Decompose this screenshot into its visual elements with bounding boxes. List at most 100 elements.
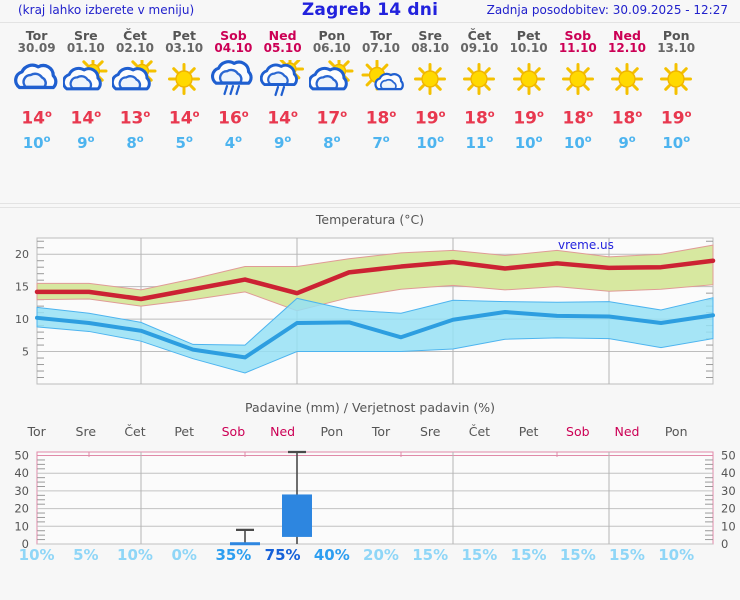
day-date: 02.10: [116, 41, 154, 55]
precipitation-plot: 0 0 10 10 20 20 30 30 40 40 50 50: [14, 449, 736, 551]
temp-min: 10o: [514, 133, 543, 152]
precipitation-chart-title: Padavine (mm) / Verjetnost padavin (%): [245, 400, 495, 415]
temp-max: 16o: [218, 108, 249, 129]
svg-text:40: 40: [14, 466, 29, 480]
section-divider-bottom: [0, 207, 740, 208]
temp-min: 4o: [224, 133, 243, 152]
temp-max: 18o: [611, 108, 643, 129]
day-of-week: Čet: [123, 28, 147, 43]
temp-max: 14o: [168, 108, 200, 129]
temp-max: 18o: [464, 108, 495, 129]
temp-max: 18o: [365, 108, 397, 129]
day-date: 06.10: [312, 41, 351, 55]
sun-icon: [453, 60, 505, 100]
svg-text:5: 5: [22, 346, 29, 359]
temp-min: 9o: [77, 133, 95, 152]
temp-max: 19o: [660, 108, 692, 129]
day-date: 04.10: [214, 41, 253, 55]
svg-text:20: 20: [14, 502, 29, 516]
temp-min: 11o: [465, 133, 494, 152]
day-of-week: Pon: [318, 28, 346, 43]
svg-text:20: 20: [721, 502, 736, 516]
sun-cloud-rain-icon: [257, 60, 309, 100]
forecast-day-column[interactable]: Sre 08.10 19o 10o: [404, 24, 456, 153]
temp-min: 10o: [563, 133, 592, 152]
precipitation-chart: Padavine (mm) / Verjetnost padavin (%) T…: [0, 400, 740, 600]
day-date: 05.10: [263, 41, 302, 55]
precipitation-day-label: Sob: [566, 424, 590, 439]
sun-icon: [404, 60, 456, 100]
forecast-day-column[interactable]: Sob 04.10 16o 4o: [207, 24, 259, 153]
temp-max: 14o: [267, 108, 298, 129]
sun-cloud-icon: [109, 60, 161, 100]
precipitation-probability: 0%: [171, 546, 197, 564]
precipitation-probability: 15%: [609, 546, 645, 564]
location-hint: (kraj lahko izberete v meniju): [18, 3, 195, 17]
svg-text:10: 10: [721, 519, 736, 533]
precipitation-probability: 75%: [264, 546, 301, 564]
precipitation-probability: 5%: [73, 546, 99, 564]
forecast-day-column[interactable]: Pon 13.10 19o 10o: [650, 24, 702, 153]
temp-max: 14o: [70, 108, 102, 129]
temp-max: 19o: [513, 108, 544, 129]
sun-icon: [503, 60, 555, 100]
precipitation-probability: 20%: [363, 546, 399, 564]
day-of-week: Sob: [564, 28, 592, 43]
precipitation-day-label: Sre: [75, 424, 97, 439]
cloudy-icon: [11, 60, 63, 100]
svg-text:40: 40: [721, 466, 736, 480]
forecast-day-column[interactable]: Ned 05.10 14o 9o: [257, 24, 309, 153]
temp-min: 7o: [372, 133, 390, 152]
sun-icon: [552, 60, 604, 100]
precipitation-day-label: Čet: [124, 424, 146, 439]
day-of-week: Sre: [418, 28, 443, 43]
forecast-day-column[interactable]: Tor 30.09 14o 10o: [11, 24, 63, 153]
forecast-day-column[interactable]: Pet 10.10 19o 10o: [503, 24, 555, 153]
forecast-day-column[interactable]: Čet 09.10 18o 11o: [453, 24, 505, 153]
day-of-week: Ned: [613, 28, 641, 43]
precipitation-day-label: Ned: [270, 424, 296, 439]
day-of-week: Pon: [662, 28, 690, 43]
header-divider: [0, 22, 740, 23]
day-date: 10.10: [509, 41, 548, 55]
precipitation-day-label: Pon: [664, 424, 688, 439]
svg-text:10: 10: [15, 313, 29, 326]
section-divider-top: [0, 203, 740, 204]
precipitation-day-label: Pon: [320, 424, 344, 439]
precipitation-probability: 10%: [658, 546, 695, 564]
precipitation-probability: 10%: [18, 546, 55, 564]
precipitation-probability: 15%: [559, 546, 596, 564]
sun-icon: [650, 60, 702, 100]
forecast-day-column[interactable]: Ned 12.10 18o 9o: [601, 24, 653, 153]
temp-min: 10o: [22, 133, 51, 152]
precipitation-probability: 35%: [215, 546, 252, 564]
sun-smallcloud-icon: [355, 60, 407, 100]
sun-cloud-icon: [306, 60, 358, 100]
temp-max: 17o: [316, 108, 348, 129]
forecast-day-column[interactable]: Pon 06.10 17o 8o: [306, 24, 358, 153]
cloud-rain-icon: [207, 60, 259, 100]
day-of-week: Pet: [516, 28, 541, 43]
sun-cloud-icon: [60, 60, 112, 100]
sun-icon: [158, 60, 210, 100]
svg-text:10: 10: [14, 519, 29, 533]
forecast-day-column[interactable]: Čet 02.10 13o 8o: [109, 24, 161, 153]
forecast-day-column[interactable]: Sob 11.10 18o 10o: [552, 24, 604, 153]
last-update: Zadnja posodobitev: 30.09.2025 - 12:27: [486, 3, 728, 17]
precipitation-probability: 10%: [117, 546, 153, 564]
watermark: vreme.us: [558, 238, 614, 252]
temp-min: 9o: [273, 133, 292, 152]
precipitation-day-label: Ned: [614, 424, 640, 439]
temp-max: 19o: [414, 108, 446, 129]
temp-max: 18o: [562, 108, 594, 129]
temp-min: 9o: [618, 133, 636, 152]
precipitation-day-label: Tor: [27, 424, 46, 439]
temp-min: 8o: [126, 133, 144, 152]
forecast-day-column[interactable]: Tor 07.10 18o 7o: [355, 24, 407, 153]
svg-text:30: 30: [14, 484, 29, 498]
forecast-day-column[interactable]: Pet 03.10 14o 5o: [158, 24, 210, 153]
forecast-day-column[interactable]: Sre 01.10 14o 9o: [60, 24, 112, 153]
precipitation-day-label: Sre: [419, 424, 441, 439]
temp-max: 14o: [21, 108, 52, 129]
temp-max: 13o: [119, 108, 151, 129]
